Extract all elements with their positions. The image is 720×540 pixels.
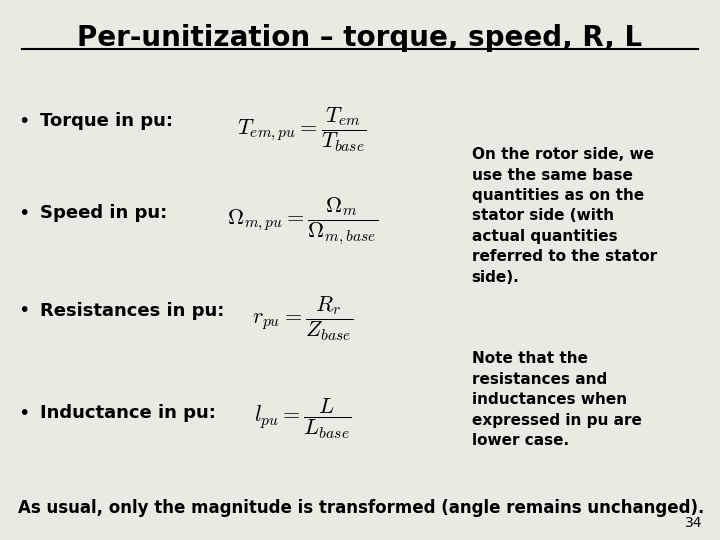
- Text: $l_{pu} = \dfrac{L}{L_{base}}$: $l_{pu} = \dfrac{L}{L_{base}}$: [253, 396, 351, 441]
- Text: $r_{pu} = \dfrac{R_{r}}{Z_{base}}$: $r_{pu} = \dfrac{R_{r}}{Z_{base}}$: [252, 294, 353, 343]
- Text: As usual, only the magnitude is transformed (angle remains unchanged).: As usual, only the magnitude is transfor…: [18, 498, 704, 517]
- Text: Per-unitization – torque, speed, R, L: Per-unitization – torque, speed, R, L: [78, 24, 642, 52]
- Text: •: •: [18, 301, 30, 320]
- Text: Speed in pu:: Speed in pu:: [40, 204, 167, 222]
- Text: •: •: [18, 204, 30, 223]
- Text: Note that the
resistances and
inductances when
expressed in pu are
lower case.: Note that the resistances and inductance…: [472, 352, 642, 448]
- Text: Torque in pu:: Torque in pu:: [40, 112, 173, 131]
- Text: On the rotor side, we
use the same base
quantities as on the
stator side (with
a: On the rotor side, we use the same base …: [472, 147, 657, 285]
- Text: Inductance in pu:: Inductance in pu:: [40, 404, 215, 422]
- Text: $T_{em,pu} = \dfrac{T_{em}}{T_{base}}$: $T_{em,pu} = \dfrac{T_{em}}{T_{base}}$: [238, 105, 367, 154]
- Text: •: •: [18, 403, 30, 423]
- Text: •: •: [18, 112, 30, 131]
- Text: $\Omega_{m,pu} = \dfrac{\Omega_{m}}{\Omega_{m,base}}$: $\Omega_{m,pu} = \dfrac{\Omega_{m}}{\Ome…: [227, 196, 378, 247]
- Text: 34: 34: [685, 516, 702, 530]
- Text: Resistances in pu:: Resistances in pu:: [40, 301, 224, 320]
